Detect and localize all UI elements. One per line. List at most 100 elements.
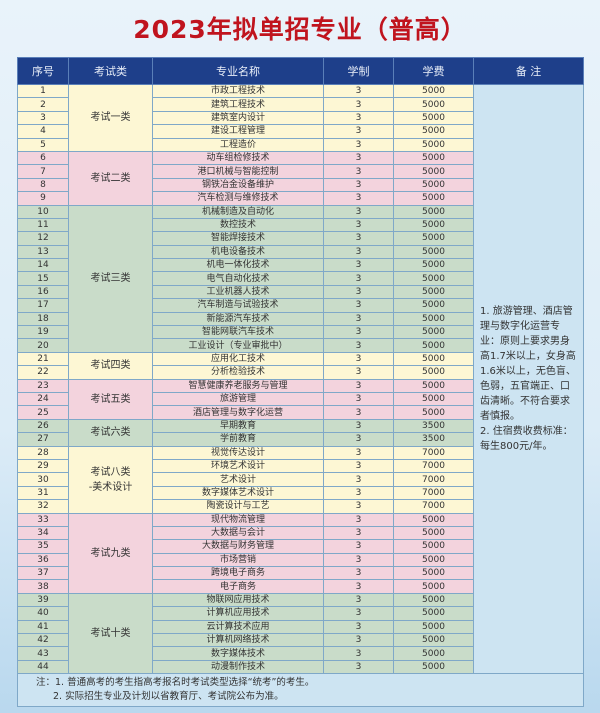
- table-row: 9 汽车检测与维修技术 3 5000: [17, 191, 584, 206]
- row-index: 22: [17, 365, 69, 380]
- row-index: 15: [17, 271, 69, 286]
- major-name: 现代物流管理: [152, 512, 324, 527]
- duration: 3: [323, 405, 394, 420]
- row-index: 16: [17, 284, 69, 300]
- table-row: 30 艺术设计 3 7000: [17, 472, 584, 487]
- exam-category: 考试九类: [68, 512, 153, 594]
- row-index: 36: [17, 552, 69, 568]
- tuition: 5000: [393, 606, 474, 621]
- major-name: 数控技术: [152, 217, 324, 233]
- footnotes: 注：1. 普通高考的考生指高考报名时考试类型选择“统考”的考生。 2. 实际招生…: [17, 673, 584, 708]
- major-name: 陶瓷设计与工艺: [152, 499, 324, 514]
- table-row: 39 考试十类 物联网应用技术 3 5000: [17, 592, 584, 675]
- major-name: 智能网联汽车技术: [152, 325, 324, 340]
- duration: 3: [323, 566, 394, 581]
- row-index: 7: [17, 164, 69, 179]
- tuition: 5000: [393, 378, 474, 393]
- major-name: 旅游管理: [152, 391, 324, 407]
- tuition: 5000: [393, 592, 474, 608]
- tuition: 5000: [393, 191, 474, 206]
- remark-item: 1. 旅游管理、酒店管理与数字化运营专业：原则上要求男身高1.7米以上，女身高1…: [480, 306, 576, 423]
- tuition: 5000: [393, 391, 474, 407]
- duration: 3: [323, 499, 394, 514]
- tuition: 7000: [393, 485, 474, 501]
- duration: 3: [323, 137, 394, 152]
- major-name: 建设工程管理: [152, 124, 324, 139]
- row-index: 10: [17, 204, 69, 219]
- tuition: 5000: [393, 271, 474, 286]
- table-row: 15 电气自动化技术 3 5000: [17, 271, 584, 286]
- major-name: 数字媒体艺术设计: [152, 485, 324, 501]
- row-index: 35: [17, 539, 69, 554]
- duration: 3: [323, 177, 394, 193]
- remarks-cell: 1. 旅游管理、酒店管理与数字化运营专业：原则上要求男身高1.7米以上，女身高1…: [473, 83, 584, 675]
- duration: 3: [323, 525, 394, 541]
- row-index: 28: [17, 445, 69, 460]
- row-index: 41: [17, 619, 69, 635]
- duration: 3: [323, 124, 394, 139]
- tuition: 5000: [393, 552, 474, 568]
- page-title: 2023年拟单招专业（普高）: [133, 15, 467, 44]
- tuition: 5000: [393, 579, 474, 594]
- duration: 3: [323, 338, 394, 353]
- tuition: 5000: [393, 539, 474, 554]
- tuition: 5000: [393, 633, 474, 648]
- row-index: 14: [17, 258, 69, 273]
- major-name: 工业设计（专业审批中）: [152, 338, 324, 353]
- major-name: 动车组检修技术: [152, 150, 324, 166]
- table-row: 4 建设工程管理 3 5000: [17, 124, 584, 139]
- duration: 3: [323, 391, 394, 407]
- major-name: 早期教育: [152, 418, 324, 434]
- row-index: 29: [17, 458, 69, 474]
- duration: 3: [323, 231, 394, 246]
- duration: 3: [323, 284, 394, 300]
- duration: 3: [323, 150, 394, 166]
- tuition: 5000: [393, 365, 474, 380]
- major-name: 跨境电子商务: [152, 566, 324, 581]
- tuition: 5000: [393, 284, 474, 300]
- table-row: 8 钢铁冶金设备维护 3 5000: [17, 177, 584, 193]
- remark-item: 2. 住宿费收费标准：每生800元/年。: [480, 426, 573, 453]
- row-index: 11: [17, 217, 69, 233]
- exam-category-line: 考试九类: [90, 547, 131, 559]
- duration: 3: [323, 552, 394, 568]
- major-name: 建筑室内设计: [152, 110, 324, 126]
- duration: 3: [323, 325, 394, 340]
- tuition: 5000: [393, 137, 474, 152]
- header-category: 考试类: [68, 57, 153, 85]
- tuition: 5000: [393, 512, 474, 527]
- major-name: 钢铁冶金设备维护: [152, 177, 324, 193]
- tuition: 5000: [393, 659, 474, 675]
- row-index: 30: [17, 472, 69, 487]
- row-index: 37: [17, 566, 69, 581]
- duration: 3: [323, 485, 394, 501]
- duration: 3: [323, 633, 394, 648]
- table-row: 40 计算机应用技术 3 5000: [17, 606, 584, 621]
- table-row: 28 考试八类 -美术设计 视觉传达设计 3 7000: [17, 445, 584, 514]
- row-index: 4: [17, 124, 69, 139]
- table-row: 42 计算机网络技术 3 5000: [17, 633, 584, 648]
- table-row: 2 建筑工程技术 3 5000: [17, 97, 584, 112]
- major-name: 汽车检测与维修技术: [152, 191, 324, 206]
- duration: 3: [323, 365, 394, 380]
- tuition: 5000: [393, 217, 474, 233]
- tuition: 5000: [393, 646, 474, 661]
- tuition: 3500: [393, 418, 474, 434]
- duration: 3: [323, 311, 394, 327]
- major-name: 工业机器人技术: [152, 284, 324, 300]
- exam-category: 考试十类: [68, 592, 153, 675]
- tuition: 7000: [393, 499, 474, 514]
- tuition: 5000: [393, 351, 474, 367]
- table-row: 21 考试四类 应用化工技术 3 5000: [17, 351, 584, 380]
- major-name: 学前教育: [152, 432, 324, 447]
- major-name: 机电一体化技术: [152, 258, 324, 273]
- tuition: 5000: [393, 258, 474, 273]
- major-name: 艺术设计: [152, 472, 324, 487]
- major-name: 新能源汽车技术: [152, 311, 324, 327]
- table-row: 16 工业机器人技术 3 5000: [17, 284, 584, 300]
- exam-category-line: 考试四类: [90, 360, 131, 372]
- exam-category: 考试三类: [68, 204, 153, 353]
- duration: 3: [323, 659, 394, 675]
- notes-row: 注：1. 普通高考的考生指高考报名时考试类型选择“统考”的考生。 2. 实际招生…: [17, 673, 584, 708]
- row-index: 25: [17, 405, 69, 420]
